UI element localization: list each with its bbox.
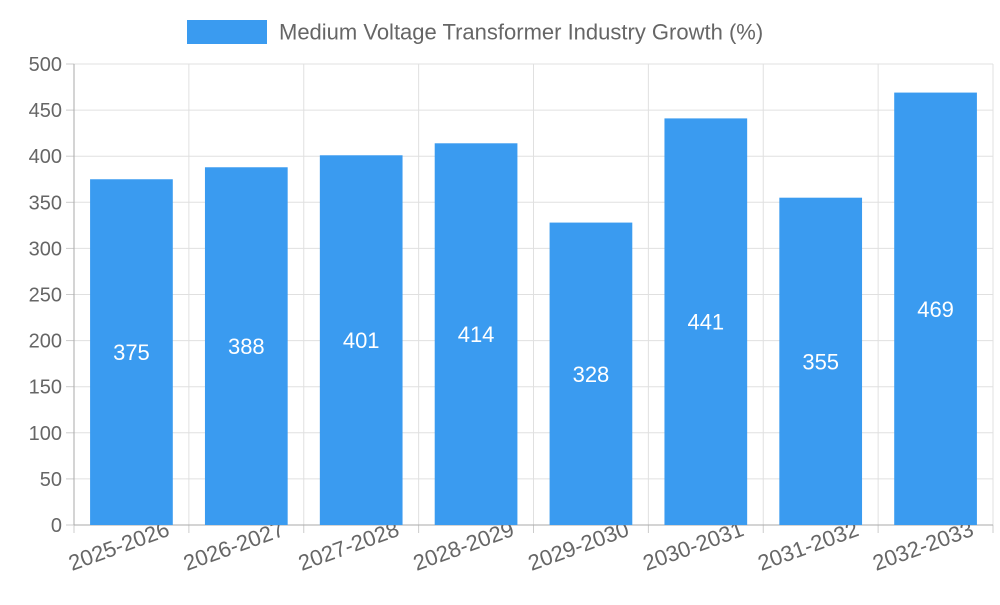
- y-tick-label: 150: [29, 377, 62, 399]
- bar[interactable]: [434, 143, 518, 526]
- bar-value-label: 441: [687, 310, 724, 335]
- bar-value-label: 401: [343, 328, 380, 353]
- bar-value-label: 328: [573, 362, 610, 387]
- y-tick-label: 300: [29, 238, 62, 260]
- bar[interactable]: [894, 92, 977, 525]
- legend[interactable]: Medium Voltage Transformer Industry Grow…: [187, 20, 763, 45]
- y-tick-label: 350: [29, 192, 62, 214]
- bar-value-label: 355: [802, 349, 839, 374]
- y-tick-label: 100: [29, 423, 62, 445]
- y-tick-label: 200: [29, 331, 62, 353]
- bar-value-label: 469: [917, 297, 954, 322]
- bar-value-label: 388: [228, 334, 265, 359]
- data-labels: 375 388 401 414 328 441 355 469: [113, 297, 954, 387]
- bar[interactable]: [204, 167, 288, 525]
- bar[interactable]: [779, 197, 863, 525]
- bar[interactable]: [549, 222, 633, 526]
- y-tick-label: 500: [29, 54, 62, 76]
- bar[interactable]: [90, 179, 173, 525]
- y-tick-label: 250: [29, 285, 62, 307]
- bar-value-label: 414: [458, 322, 495, 347]
- y-tick-label: 450: [29, 100, 62, 122]
- legend-swatch: [187, 20, 267, 44]
- y-tick-label: 0: [51, 515, 62, 537]
- bar[interactable]: [664, 118, 748, 525]
- bars: [90, 92, 977, 526]
- y-tick-label: 400: [29, 146, 62, 168]
- bar-value-label: 375: [113, 340, 150, 365]
- y-tick-label: 50: [40, 469, 62, 491]
- bar[interactable]: [319, 155, 403, 525]
- legend-label: Medium Voltage Transformer Industry Grow…: [279, 20, 763, 45]
